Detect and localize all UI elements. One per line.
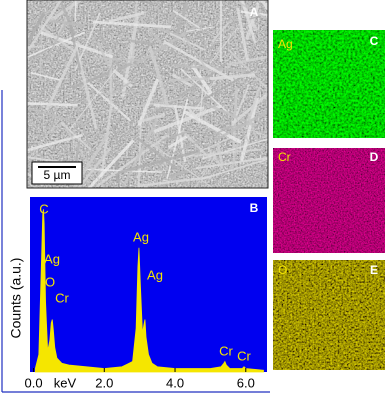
map-element: Cr [278, 150, 291, 164]
peak-label: Ag [133, 229, 149, 244]
peak-label: C [39, 201, 48, 216]
peak-label: Ag [44, 251, 60, 266]
x-tick-label: 6.0 [237, 375, 255, 390]
panel-title: B [250, 201, 259, 215]
map-element: O [278, 263, 287, 277]
peak-label: Cr [219, 343, 233, 358]
peak-label: Ag [147, 267, 163, 282]
o-map [273, 260, 385, 370]
panel-title: C [370, 34, 379, 48]
x-tick-label: 0.0 [24, 375, 42, 390]
y-axis-label: Counts (a.u.) [8, 258, 24, 339]
panel-title: E [370, 263, 378, 277]
panel-title: A [250, 5, 259, 19]
sem-image [0, 0, 298, 222]
x-tick-label: 4.0 [166, 375, 184, 390]
peak-label: O [45, 274, 55, 289]
x-tick-label: 2.0 [95, 375, 113, 390]
panel-title: D [370, 150, 379, 164]
map-element: Ag [278, 37, 293, 51]
peak-label: Cr [55, 290, 69, 305]
peak-label: Cr [237, 348, 251, 363]
scale-bar-label: 5 µm [44, 168, 71, 182]
x-axis-label: keV [54, 375, 77, 390]
